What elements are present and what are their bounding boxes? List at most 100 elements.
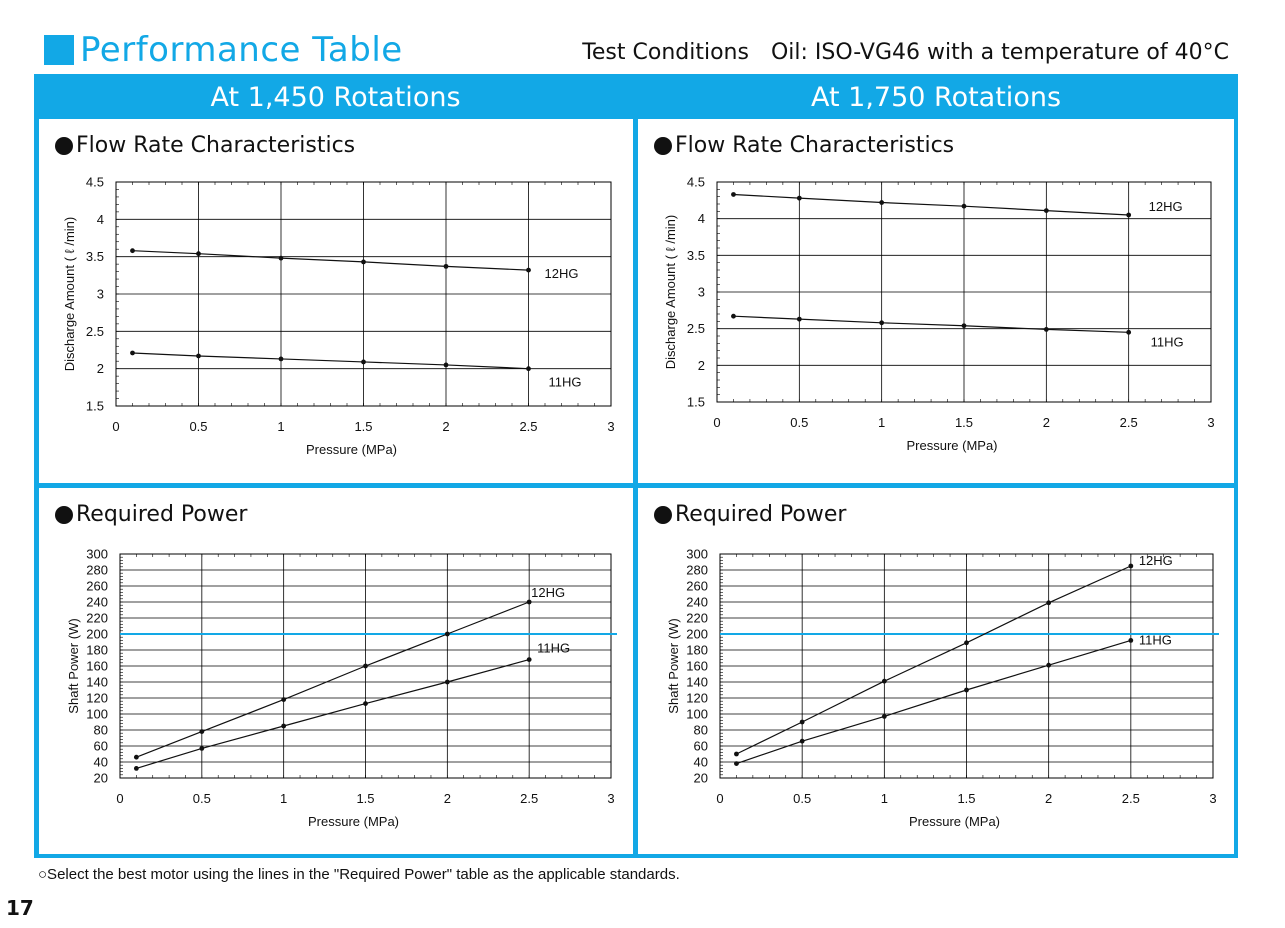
x-tick-label: 3	[1209, 791, 1216, 806]
series-line-11HG	[736, 639, 1132, 765]
y-tick-label: 140	[686, 675, 708, 690]
data-point-11HG	[361, 359, 366, 365]
data-point-11HG	[281, 723, 287, 729]
x-tick-label: 1	[280, 791, 287, 806]
title-square-icon	[44, 35, 74, 65]
data-point-11HG	[1046, 662, 1052, 668]
data-point-12HG	[196, 251, 201, 257]
data-point-12HG	[796, 195, 802, 201]
series-line-11HG	[136, 659, 530, 769]
data-point-11HG	[734, 761, 739, 766]
y-tick-label: 20	[94, 771, 108, 786]
panel-title: Required Power	[55, 502, 247, 527]
column-header-1450: At 1,450 Rotations	[210, 81, 461, 113]
footnote: ○Select the best motor using the lines i…	[38, 866, 680, 883]
y-tick-label: 200	[686, 627, 708, 642]
y-tick-label: 20	[694, 771, 708, 786]
data-point-11HG	[1126, 329, 1132, 335]
x-axis-label: Pressure (MPa)	[306, 442, 397, 457]
data-point-11HG	[444, 679, 450, 685]
y-tick-label: 220	[86, 611, 108, 626]
series-label-12HG: 12HG	[1139, 553, 1173, 568]
data-point-11HG	[881, 714, 887, 719]
data-point-12HG	[1043, 208, 1049, 214]
plot-frame	[716, 181, 1212, 403]
panel-title-text: Flow Rate Characteristics	[675, 133, 955, 158]
data-point-12HG	[1126, 212, 1132, 218]
y-tick-label: 80	[694, 723, 708, 738]
data-point-11HG	[130, 350, 135, 356]
series-line-12HG	[136, 601, 530, 758]
x-axis-label: Pressure (MPa)	[906, 438, 997, 453]
data-point-11HG	[526, 657, 532, 662]
y-tick-label: 1.5	[687, 395, 705, 410]
y-tick-label: 2.5	[687, 321, 705, 336]
data-point-11HG	[731, 313, 736, 319]
panel-title-text: Flow Rate Characteristics	[76, 133, 356, 158]
x-tick-label: 2.5	[1120, 415, 1138, 430]
y-tick-label: 100	[86, 707, 108, 722]
series-label-12HG: 12HG	[545, 266, 579, 281]
y-axis-label: Shaft Power (W)	[66, 618, 81, 713]
page-number: 17	[6, 896, 34, 920]
y-tick-label: 160	[86, 659, 108, 674]
y-tick-label: 180	[686, 643, 708, 658]
x-tick-label: 0.5	[790, 415, 808, 430]
x-tick-label: 1.5	[356, 791, 374, 806]
y-tick-label: 80	[94, 723, 108, 738]
y-tick-label: 4.5	[687, 175, 705, 190]
page-title-text: Performance Table	[80, 30, 403, 70]
x-tick-label: 0.5	[189, 419, 207, 434]
y-tick-label: 120	[86, 691, 108, 706]
data-point-12HG	[1046, 600, 1052, 606]
series-line-12HG	[733, 193, 1129, 216]
data-point-11HG	[879, 320, 885, 326]
plot-frame	[119, 553, 612, 779]
column-header-1750: At 1,750 Rotations	[810, 81, 1062, 113]
y-tick-label: 1.5	[86, 399, 104, 414]
y-tick-label: 240	[86, 595, 108, 610]
y-tick-label: 280	[686, 563, 708, 578]
x-axis-label: Pressure (MPa)	[308, 814, 399, 829]
data-point-12HG	[443, 263, 449, 269]
x-tick-label: 2.5	[1122, 791, 1140, 806]
bullet-icon	[654, 136, 672, 155]
x-tick-label: 1.5	[957, 791, 975, 806]
plot-frame	[115, 181, 612, 407]
data-point-11HG	[961, 323, 967, 329]
data-point-12HG	[278, 255, 284, 261]
data-point-12HG	[361, 259, 366, 265]
data-point-11HG	[1128, 638, 1134, 643]
panel-flow-1750: Flow Rate Characteristics	[638, 119, 1234, 483]
data-point-12HG	[444, 631, 450, 637]
data-point-11HG	[796, 316, 802, 322]
x-tick-label: 0.5	[193, 791, 211, 806]
data-point-11HG	[964, 687, 969, 693]
y-tick-label: 40	[94, 755, 108, 770]
data-point-11HG	[526, 366, 531, 372]
x-tick-label: 2	[444, 791, 451, 806]
x-axis-label: Pressure (MPa)	[909, 814, 1000, 829]
bullet-icon	[55, 136, 73, 155]
data-point-12HG	[734, 751, 739, 757]
series-label-11HG: 11HG	[537, 641, 570, 656]
series-label-12HG: 12HG	[531, 585, 565, 600]
y-tick-label: 280	[86, 563, 108, 578]
panel-flow-1450: Flow Rate Characteristics	[39, 119, 633, 483]
x-tick-label: 2	[1043, 415, 1050, 430]
panel-power-1450: Required Power	[39, 488, 633, 854]
y-axis-label: Discharge Amount ( ℓ /min)	[663, 215, 678, 369]
y-tick-label: 3.5	[687, 248, 705, 263]
panel-title: Flow Rate Characteristics	[55, 133, 355, 158]
y-axis-label: Discharge Amount ( ℓ /min)	[62, 217, 77, 371]
y-tick-label: 200	[86, 627, 108, 642]
x-tick-label: 0	[112, 419, 119, 434]
panel-title: Required Power	[654, 502, 846, 527]
series-label-11HG: 11HG	[1151, 334, 1184, 349]
bullet-icon	[55, 505, 73, 524]
series-line-11HG	[132, 352, 529, 370]
y-tick-label: 220	[686, 611, 708, 626]
data-point-11HG	[799, 738, 805, 744]
